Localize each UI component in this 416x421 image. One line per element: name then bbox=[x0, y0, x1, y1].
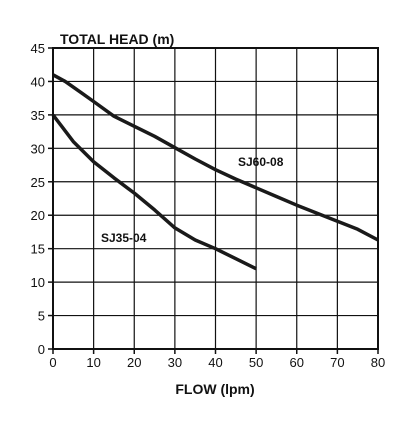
y-tick-label-7: 35 bbox=[31, 108, 45, 123]
y-tick-label-8: 40 bbox=[31, 74, 45, 89]
series-label-sj35-04: SJ35-04 bbox=[101, 231, 147, 245]
y-tick-label-1: 5 bbox=[38, 309, 45, 324]
x-tick-label-7: 70 bbox=[330, 355, 344, 370]
x-tick-label-3: 30 bbox=[168, 355, 182, 370]
series-line-sj35-04 bbox=[51, 113, 257, 271]
x-tick-label-2: 20 bbox=[127, 355, 141, 370]
y-tick-label-3: 15 bbox=[31, 242, 45, 257]
y-axis-title: TOTAL HEAD (m) bbox=[60, 31, 174, 47]
y-tick-label-2: 10 bbox=[31, 275, 45, 290]
x-tick-label-5: 50 bbox=[249, 355, 263, 370]
x-tick-label-0: 0 bbox=[49, 355, 56, 370]
axis-ticks: 0 10 20 30 40 50 60 70 80 0 5 10 15 20 25 30 35 40 45 bbox=[31, 41, 386, 370]
x-tick-label-8: 80 bbox=[371, 355, 385, 370]
x-axis-title: FLOW (lpm) bbox=[175, 381, 254, 397]
y-tick-label-0: 0 bbox=[38, 342, 45, 357]
x-tick-label-6: 60 bbox=[290, 355, 304, 370]
x-tick-label-1: 10 bbox=[86, 355, 100, 370]
series-line-sj60-08 bbox=[52, 73, 379, 242]
y-tick-label-5: 25 bbox=[31, 175, 45, 190]
series-lines bbox=[51, 73, 379, 271]
grid-lines bbox=[53, 48, 378, 349]
y-tick-label-9: 45 bbox=[31, 41, 45, 56]
x-tick-label-4: 40 bbox=[208, 355, 222, 370]
y-tick-label-4: 20 bbox=[31, 208, 45, 223]
series-label-sj60-08: SJ60-08 bbox=[238, 155, 284, 169]
y-tick-label-6: 30 bbox=[31, 141, 45, 156]
